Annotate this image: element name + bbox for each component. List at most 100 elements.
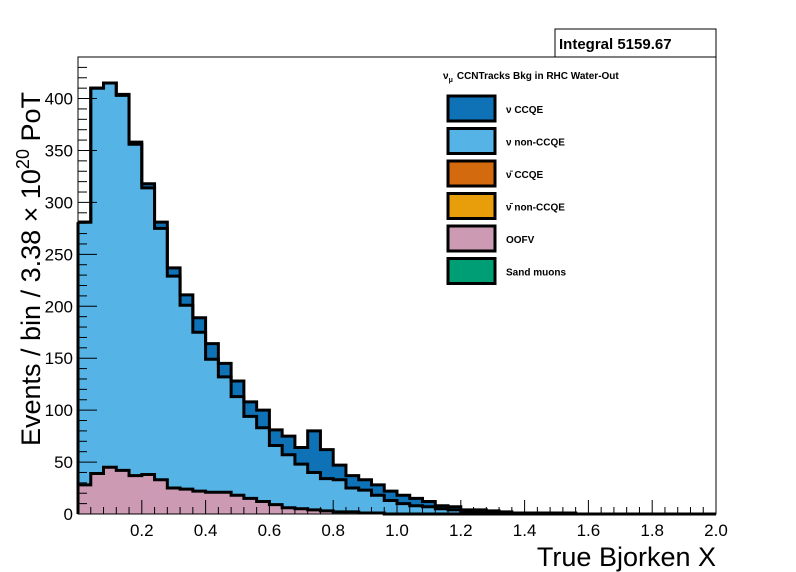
bar-bin-7: [167, 276, 181, 514]
bar-bin-3: [116, 470, 130, 514]
legend-swatch: [446, 192, 497, 220]
bar-bin-18: [307, 509, 321, 514]
bar-bin-17: [294, 508, 309, 514]
bar-bin-0: [78, 222, 92, 514]
bar-bin-21: [345, 488, 360, 514]
bar-bin-18: [307, 472, 321, 514]
bar-bin-5: [141, 474, 155, 514]
bar-bin-10: [205, 492, 219, 514]
bar-bin-16: [282, 507, 296, 514]
legend-swatch: [446, 127, 497, 155]
bar-bin-12: [231, 495, 245, 514]
bar-bin-15: [269, 504, 283, 514]
bar-bin-29: [448, 509, 462, 514]
bar-bin-16: [282, 454, 296, 514]
legend-label: ν̄ CCQE: [506, 170, 544, 181]
legend-swatch: [446, 224, 497, 253]
bar-bin-22: [358, 490, 372, 514]
x-tick-label: 0.2: [130, 521, 154, 540]
y-tick-label: 250: [45, 245, 73, 264]
plot-area: [76, 81, 716, 516]
bar-bin-19: [320, 478, 334, 514]
y-tick-label: 350: [45, 141, 73, 160]
y-axis-title-group: Events / bin / 3.38 × 1020 PoT: [13, 92, 46, 446]
bar-bin-1: [90, 473, 104, 514]
legend-swatch: [446, 94, 497, 123]
y-tick-label: 50: [54, 453, 73, 472]
bar-bin-6: [154, 479, 168, 514]
legend-title-sub: μ: [449, 77, 453, 84]
y-tick-label: 100: [45, 401, 73, 420]
bar-bin-4: [129, 475, 143, 514]
bar-bin-2: [103, 82, 117, 514]
x-tick-label: 1.2: [449, 521, 473, 540]
bar-bin-15: [269, 445, 283, 514]
bar-bin-14: [256, 427, 270, 514]
bar-bin-23: [371, 495, 385, 514]
legend-entry: ν non-CCQE: [446, 127, 565, 155]
bar-bin-11: [218, 492, 232, 514]
axes: 0.2 0.4 0.6 0.8 1.0 1.2 1.4 1.6 1.8 2.0 0 50 100 150 2…: [45, 56, 728, 540]
legend-swatch: [446, 257, 497, 285]
bar-bin-3: [116, 95, 130, 515]
bar-bin-24: [384, 500, 398, 514]
y-tick-label: 200: [45, 297, 73, 316]
y-tick-label: 400: [45, 90, 73, 109]
x-tick-label: 1.6: [577, 521, 601, 540]
bar-bin-12: [231, 396, 245, 514]
bar-bin-5: [141, 187, 155, 515]
bar-bin-10: [205, 359, 219, 514]
y-tick-label: 300: [45, 193, 73, 212]
bar-bin-26: [409, 505, 423, 514]
legend-label: Sand muons: [506, 268, 566, 279]
bar-bin-17: [294, 464, 309, 514]
bar-bin-14: [256, 501, 270, 514]
stats-box: Integral 5159.67: [554, 28, 717, 58]
legend-label: ν CCQE: [506, 105, 544, 116]
series-oofv: [78, 467, 385, 514]
bar-bin-19: [320, 510, 334, 514]
legend-title-nu: ν: [443, 71, 449, 82]
x-tick-label: 1.0: [385, 521, 409, 540]
bar-bin-0: [78, 484, 92, 514]
series--non-ccqe: [78, 82, 577, 515]
x-tick-label: 1.8: [640, 521, 664, 540]
y-tick-label: 0: [64, 505, 73, 524]
legend-label: ν̄ non-CCQE: [506, 203, 565, 214]
bar-bin-11: [218, 376, 232, 514]
legend: ν CCQE ν non-CCQE ν̄ CCQE ν̄ non-CCQE OOFV Sa…: [446, 94, 566, 285]
legend-entry: Sand muons: [446, 257, 566, 285]
legend-entry: OOFV: [446, 224, 535, 253]
x-tick-label: 0.4: [194, 521, 218, 540]
bar-bin-6: [154, 228, 168, 514]
legend-label: ν non-CCQE: [506, 138, 565, 149]
bar-bin-25: [397, 503, 411, 514]
x-tick-label: 1.4: [513, 521, 537, 540]
bar-bin-8: [180, 489, 194, 514]
y-axis-title-tail: PoT: [16, 92, 46, 149]
x-tick-label: 0.6: [258, 521, 282, 540]
legend-title: νμ CCNTracks Bkg in RHC Water-Out: [443, 71, 619, 84]
bar-bin-7: [167, 488, 181, 514]
bar-bin-28: [435, 508, 449, 514]
legend-entry: ν CCQE: [446, 94, 544, 123]
bar-bin-4: [129, 144, 143, 514]
legend-label: OOFV: [506, 235, 535, 246]
legend-title-main: CCNTracks Bkg in RHC Water-Out: [457, 71, 620, 82]
x-tick-label: 0.8: [321, 521, 345, 540]
legend-entry: ν̄ CCQE: [446, 159, 544, 188]
bar-bin-2: [103, 467, 117, 514]
bar-bin-20: [333, 479, 347, 514]
y-axis-title: Events / bin / 3.38 × 1020 PoT: [13, 92, 46, 446]
legend-entry: ν̄ non-CCQE: [446, 192, 565, 220]
bar-bin-13: [243, 416, 258, 514]
bar-bin-8: [180, 305, 194, 514]
stats-integral: Integral 5159.67: [559, 36, 672, 53]
bar-bin-9: [192, 491, 206, 514]
y-axis-title-exponent: 20: [13, 149, 33, 169]
bar-bin-9: [192, 332, 206, 514]
bar-bin-27: [422, 506, 436, 514]
y-tick-label: 150: [45, 349, 73, 368]
bar-bin-1: [90, 88, 104, 514]
